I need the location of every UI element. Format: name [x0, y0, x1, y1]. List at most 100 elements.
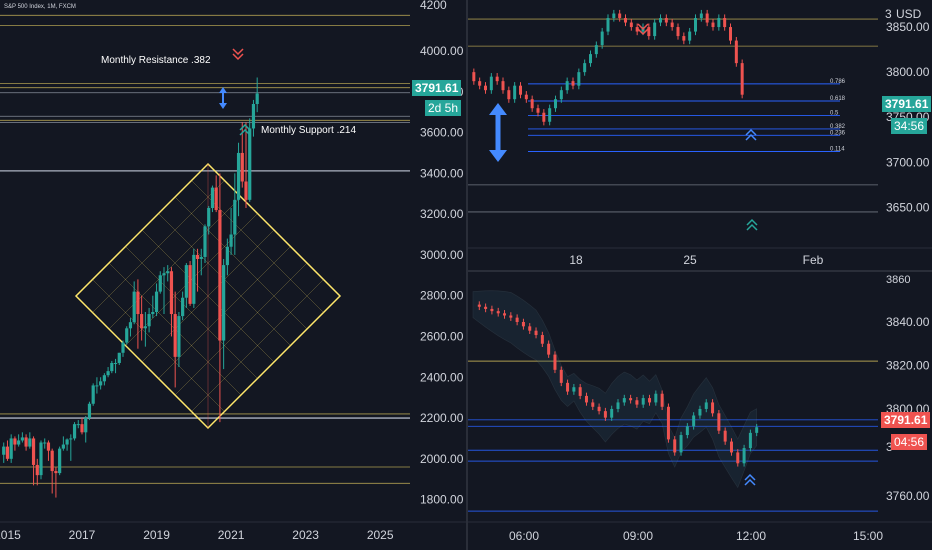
range-arrow-icon: [489, 103, 507, 162]
y-tick-label: 2600.00: [420, 329, 464, 343]
candle-body: [229, 234, 233, 247]
currency-label: USD: [896, 7, 922, 21]
candle-body: [635, 27, 639, 32]
candle-body: [503, 313, 507, 316]
candle-body: [72, 424, 77, 439]
candle-body: [102, 375, 106, 382]
symbol-label: S&P 500 Index, 1M, FXCM: [4, 4, 76, 10]
range-arrow-icon: [219, 87, 227, 109]
candle-body: [711, 22, 715, 28]
candle-body: [484, 306, 488, 309]
candle-body: [61, 444, 65, 449]
candle-body: [128, 322, 133, 329]
intraday-chart-top[interactable]: 0.786 0.618 0.5 0.3820.236 0.114 3850.00 3800…: [468, 0, 932, 270]
candle-body: [705, 13, 709, 23]
bottom-levels: [468, 360, 878, 512]
candle-body: [583, 63, 587, 73]
candle-body: [495, 76, 499, 82]
x-tick-label: 2015: [0, 528, 21, 542]
candle-body: [188, 265, 192, 304]
candle-body: [177, 316, 181, 357]
candle-body: [704, 402, 708, 409]
candle-body: [69, 438, 73, 440]
candle-body: [572, 387, 576, 392]
y-tick-label: 3400.00: [420, 166, 464, 180]
axis-mid-label: 3: [886, 440, 893, 454]
candle-body: [80, 424, 84, 433]
fib-level-label: 0.618: [830, 96, 846, 102]
y-tick-label: 3820.00: [886, 358, 930, 372]
candle-body: [673, 439, 677, 453]
bollinger-band: [472, 290, 757, 489]
candle-body: [507, 90, 511, 100]
candle-body: [723, 18, 727, 28]
x-tick-label: 06:00: [509, 529, 539, 543]
candle-body: [31, 438, 36, 465]
y-tick-label: 1800.00: [420, 493, 464, 507]
candle-body: [28, 438, 32, 447]
candle-body: [530, 99, 534, 109]
candle-body: [682, 36, 686, 41]
bar-countdown: 04:56: [891, 434, 928, 450]
bottom-x-axis: 06:00 09:00 12:00 15:00: [468, 521, 932, 550]
candle-body: [169, 271, 174, 315]
support-annotation: Monthly Support .214: [261, 125, 356, 136]
x-tick-label: 2019: [143, 528, 170, 542]
candle-body: [654, 393, 658, 403]
candle-body: [740, 63, 744, 95]
x-tick-label: Feb: [803, 253, 824, 267]
candle-body: [536, 108, 540, 113]
candle-body: [13, 438, 17, 445]
candle-body: [589, 54, 592, 64]
candle-body: [203, 226, 207, 257]
pane-divider-horizontal[interactable]: [468, 270, 932, 272]
candle-body: [58, 448, 62, 474]
axis-top-label: 3860: [886, 274, 911, 286]
pane-divider-vertical[interactable]: [466, 0, 468, 550]
monthly-chart[interactable]: 4000.003800.003600.003400.003200.003000.…: [0, 0, 466, 550]
candle-body: [143, 326, 147, 329]
current-price-tag: 3791.61: [881, 412, 931, 428]
x-tick-label: 12:00: [736, 529, 766, 543]
candle-body: [162, 273, 166, 276]
candle-body: [515, 317, 519, 322]
buy-chevron-icon: [744, 473, 756, 486]
intraday-chart-pane-bottom[interactable]: 3840.00 3820.00 3800.00 3760.00 06:00 09:00 1…: [468, 272, 932, 550]
candle-body: [603, 411, 607, 418]
candle-body: [151, 312, 155, 315]
candle-body: [534, 330, 538, 336]
candle-body: [84, 418, 88, 433]
monthly-chart-pane[interactable]: 4000.003800.003600.003400.003200.003000.…: [0, 0, 466, 550]
candle-body: [698, 408, 702, 416]
candle-body: [648, 398, 652, 403]
candle-body: [717, 413, 721, 431]
candle-body: [559, 90, 563, 100]
candle-body: [685, 426, 689, 436]
candle-body: [676, 27, 680, 37]
intraday-candles-top: [472, 9, 744, 126]
y-tick-label: 3840.00: [886, 315, 930, 329]
buy-chevron-icon: [745, 128, 757, 141]
candle-body: [622, 398, 626, 403]
candle-body: [218, 210, 222, 341]
candle-body: [147, 314, 151, 327]
intraday-chart-pane-top[interactable]: 0.786 0.618 0.5 0.382 0.236 0.114 3850.00 3800…: [468, 0, 932, 270]
fib-levels: 0.786 0.618 0.5 0.3820.236 0.114: [468, 18, 878, 213]
fib-level-label: 0.114: [830, 147, 845, 153]
candle-body: [554, 99, 557, 109]
sell-chevron-icon: [637, 23, 649, 36]
candle-body: [244, 181, 248, 200]
y-tick-label: 3650.00: [886, 200, 930, 214]
candle-body: [559, 369, 563, 383]
candle-body: [519, 85, 522, 95]
x-tick-label: 2017: [69, 528, 96, 542]
candle-body: [106, 371, 110, 376]
fib-level-label: 0.236: [830, 130, 846, 136]
candle-body: [717, 18, 721, 28]
candle-body: [240, 152, 244, 182]
x-tick-label: 2021: [218, 528, 245, 542]
candle-body: [192, 254, 196, 304]
candle-body: [39, 442, 43, 476]
